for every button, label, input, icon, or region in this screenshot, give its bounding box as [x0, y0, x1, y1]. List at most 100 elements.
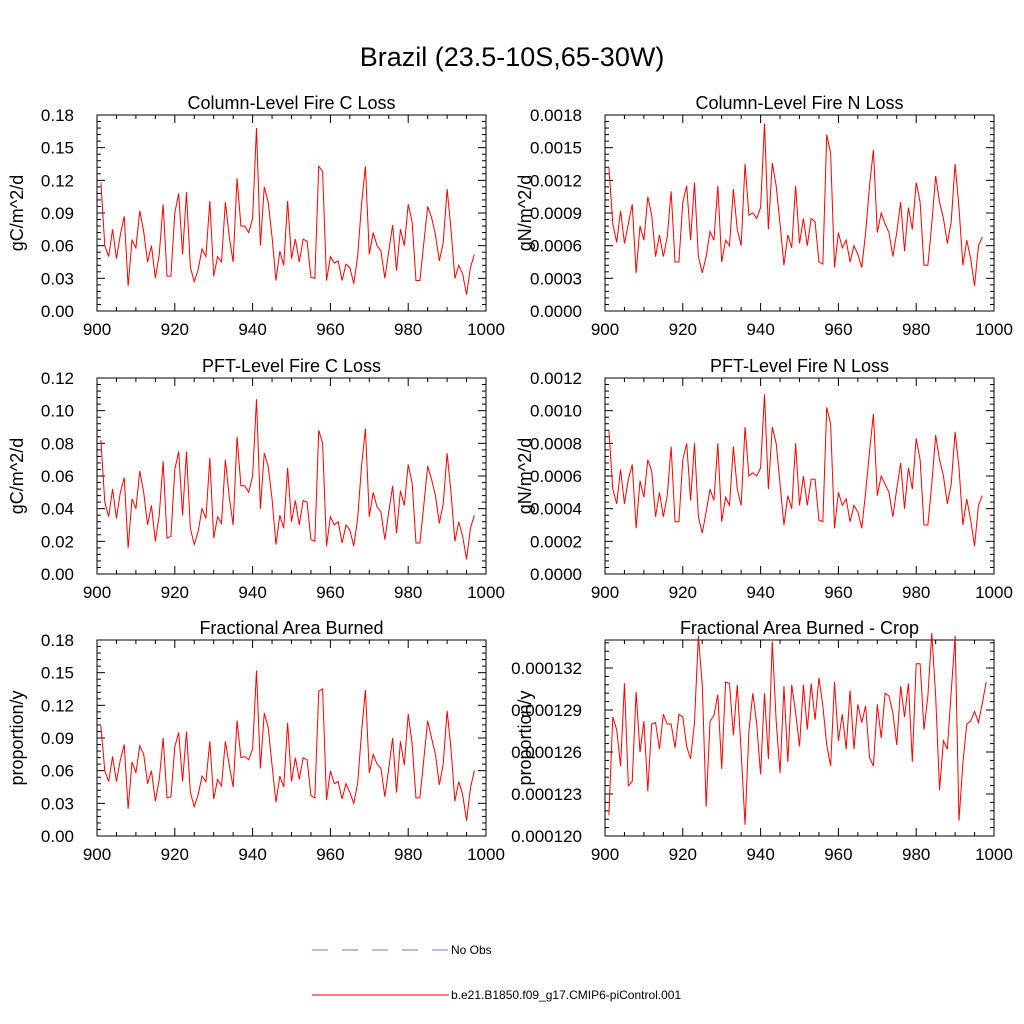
panel-1: Column-Level Fire C Loss gC/m^2/d 900 920 94… [7, 93, 505, 339]
y-tick-label: 0.000123 [511, 785, 582, 804]
panel-title: Column-Level Fire C Loss [187, 93, 395, 113]
y-tick-label: 0.000129 [511, 701, 582, 720]
y-tick-label: 0.06 [41, 762, 74, 781]
x-tick-label: 1000 [467, 320, 505, 339]
x-tick-label: 960 [316, 320, 344, 339]
x-tick-label: 920 [669, 583, 697, 602]
y-tick-label: 0.000126 [511, 743, 582, 762]
series-line [100, 670, 475, 821]
y-tick-label: 0.0000 [530, 565, 582, 584]
y-tick-label: 0.0012 [530, 171, 582, 190]
panels: Column-Level Fire C Loss gC/m^2/d 900 920 94… [7, 93, 1013, 864]
panel-frame [604, 639, 995, 837]
x-tick-label: 900 [591, 845, 619, 864]
x-tick-label: 900 [591, 320, 619, 339]
y-tick-label: 0.0009 [530, 204, 582, 223]
legend-label-no-obs: No Obs [451, 943, 492, 957]
y-tick-label: 0.0006 [530, 237, 582, 256]
x-tick-label: 980 [902, 320, 930, 339]
legend: No Obs b.e21.B1850.f09_g17.CMIP6-piContr… [312, 943, 681, 1002]
y-tick-label: 0.09 [41, 729, 74, 748]
x-tick-label: 960 [824, 583, 852, 602]
y-tick-label: 0.12 [41, 696, 74, 715]
y-tick-label: 0.02 [41, 532, 74, 551]
series-line [608, 123, 983, 287]
panel-5: Fractional Area Burned proportion/y 900 920… [7, 618, 505, 864]
x-tick-label: 960 [824, 845, 852, 864]
x-tick-label: 940 [238, 583, 266, 602]
y-tick-label: 0.00 [41, 302, 74, 321]
y-tick-label: 0.0002 [530, 532, 582, 551]
x-tick-label: 1000 [975, 320, 1013, 339]
x-tick-label: 900 [591, 583, 619, 602]
y-tick-label: 0.15 [41, 664, 74, 683]
y-tick-label: 0.06 [41, 237, 74, 256]
x-tick-label: 980 [902, 845, 930, 864]
panel-title: PFT-Level Fire C Loss [202, 356, 381, 376]
x-tick-label: 960 [316, 583, 344, 602]
panel-4: PFT-Level Fire N Loss gN/m^2/d 900 920 940 96… [515, 356, 1013, 602]
x-tick-label: 920 [669, 845, 697, 864]
x-tick-label: 920 [161, 320, 189, 339]
y-axis-label: gN/m^2/d [515, 438, 535, 514]
y-tick-label: 0.000120 [511, 827, 582, 846]
panel-title: Fractional Area Burned - Crop [680, 618, 919, 638]
x-tick-label: 980 [394, 845, 422, 864]
y-tick-label: 0.0003 [530, 269, 582, 288]
legend-label-model: b.e21.B1850.f09_g17.CMIP6-piControl.001 [451, 988, 681, 1002]
panel-2: Column-Level Fire N Loss gN/m^2/d 900 920 94… [515, 93, 1013, 339]
y-tick-label: 0.08 [41, 434, 74, 453]
panel-6: Fractional Area Burned - Crop proportion/… [511, 618, 1013, 864]
x-tick-label: 920 [161, 583, 189, 602]
y-tick-label: 0.000132 [511, 659, 582, 678]
y-tick-label: 0.04 [41, 500, 74, 519]
panel-title: Fractional Area Burned [199, 618, 383, 638]
x-tick-label: 1000 [975, 583, 1013, 602]
panel-frame [96, 114, 487, 312]
y-axis-label: proportion/y [7, 690, 27, 785]
x-tick-label: 960 [824, 320, 852, 339]
x-tick-label: 980 [394, 583, 422, 602]
y-tick-label: 0.12 [41, 369, 74, 388]
y-tick-label: 0.0000 [530, 302, 582, 321]
y-tick-label: 0.12 [41, 171, 74, 190]
x-tick-label: 1000 [975, 845, 1013, 864]
y-tick-label: 0.0015 [530, 139, 582, 158]
y-tick-label: 0.0018 [530, 106, 582, 125]
y-tick-label: 0.03 [41, 269, 74, 288]
panel-frame [96, 639, 487, 837]
figure-title: Brazil (23.5-10S,65-30W) [360, 42, 665, 72]
legend-item-no-obs: No Obs [312, 943, 492, 957]
y-tick-label: 0.0004 [530, 500, 582, 519]
series-line [608, 394, 983, 547]
x-tick-label: 900 [83, 845, 111, 864]
panel-frame [604, 114, 995, 312]
x-tick-label: 1000 [467, 583, 505, 602]
y-tick-label: 0.00 [41, 565, 74, 584]
y-axis-label: gC/m^2/d [7, 438, 27, 514]
y-tick-label: 0.03 [41, 794, 74, 813]
y-tick-label: 0.0012 [530, 369, 582, 388]
y-tick-label: 0.06 [41, 467, 74, 486]
x-tick-label: 920 [161, 845, 189, 864]
series-line [608, 632, 987, 825]
series-line [100, 128, 475, 295]
x-tick-label: 900 [83, 320, 111, 339]
y-tick-label: 0.10 [41, 402, 74, 421]
y-axis-label: proportion/y [515, 690, 535, 785]
y-tick-label: 0.15 [41, 139, 74, 158]
y-tick-label: 0.18 [41, 631, 74, 650]
panel-frame [604, 377, 995, 575]
y-tick-label: 0.0006 [530, 467, 582, 486]
x-tick-label: 980 [394, 320, 422, 339]
panel-title: PFT-Level Fire N Loss [710, 356, 889, 376]
x-tick-label: 940 [238, 320, 266, 339]
x-tick-label: 940 [238, 845, 266, 864]
y-axis-label: gC/m^2/d [7, 175, 27, 251]
x-tick-label: 980 [902, 583, 930, 602]
y-axis-label: gN/m^2/d [515, 175, 535, 251]
x-tick-label: 940 [746, 320, 774, 339]
panel-3: PFT-Level Fire C Loss gC/m^2/d 900 920 940 96… [7, 356, 505, 602]
x-tick-label: 960 [316, 845, 344, 864]
